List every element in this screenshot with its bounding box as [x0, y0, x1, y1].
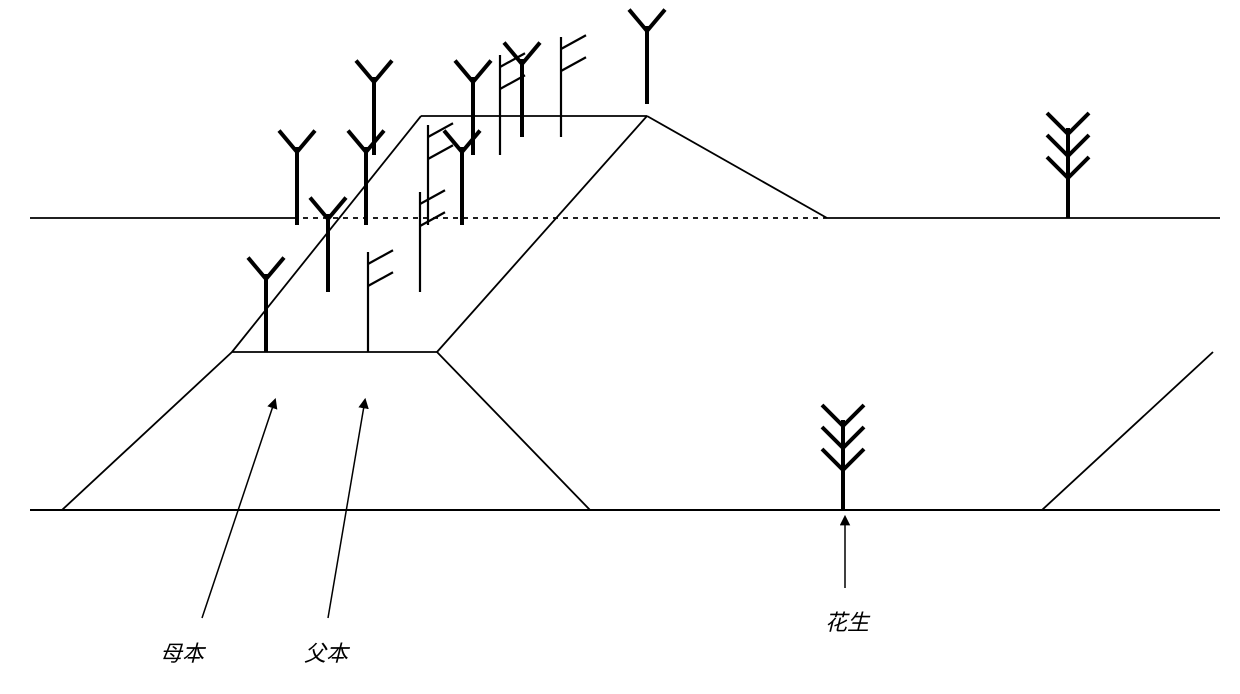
label-peanut: 花生: [825, 605, 869, 637]
label-mother: 母本: [160, 636, 204, 668]
diagram-svg: [0, 0, 1240, 694]
label-father: 父本: [304, 636, 348, 668]
